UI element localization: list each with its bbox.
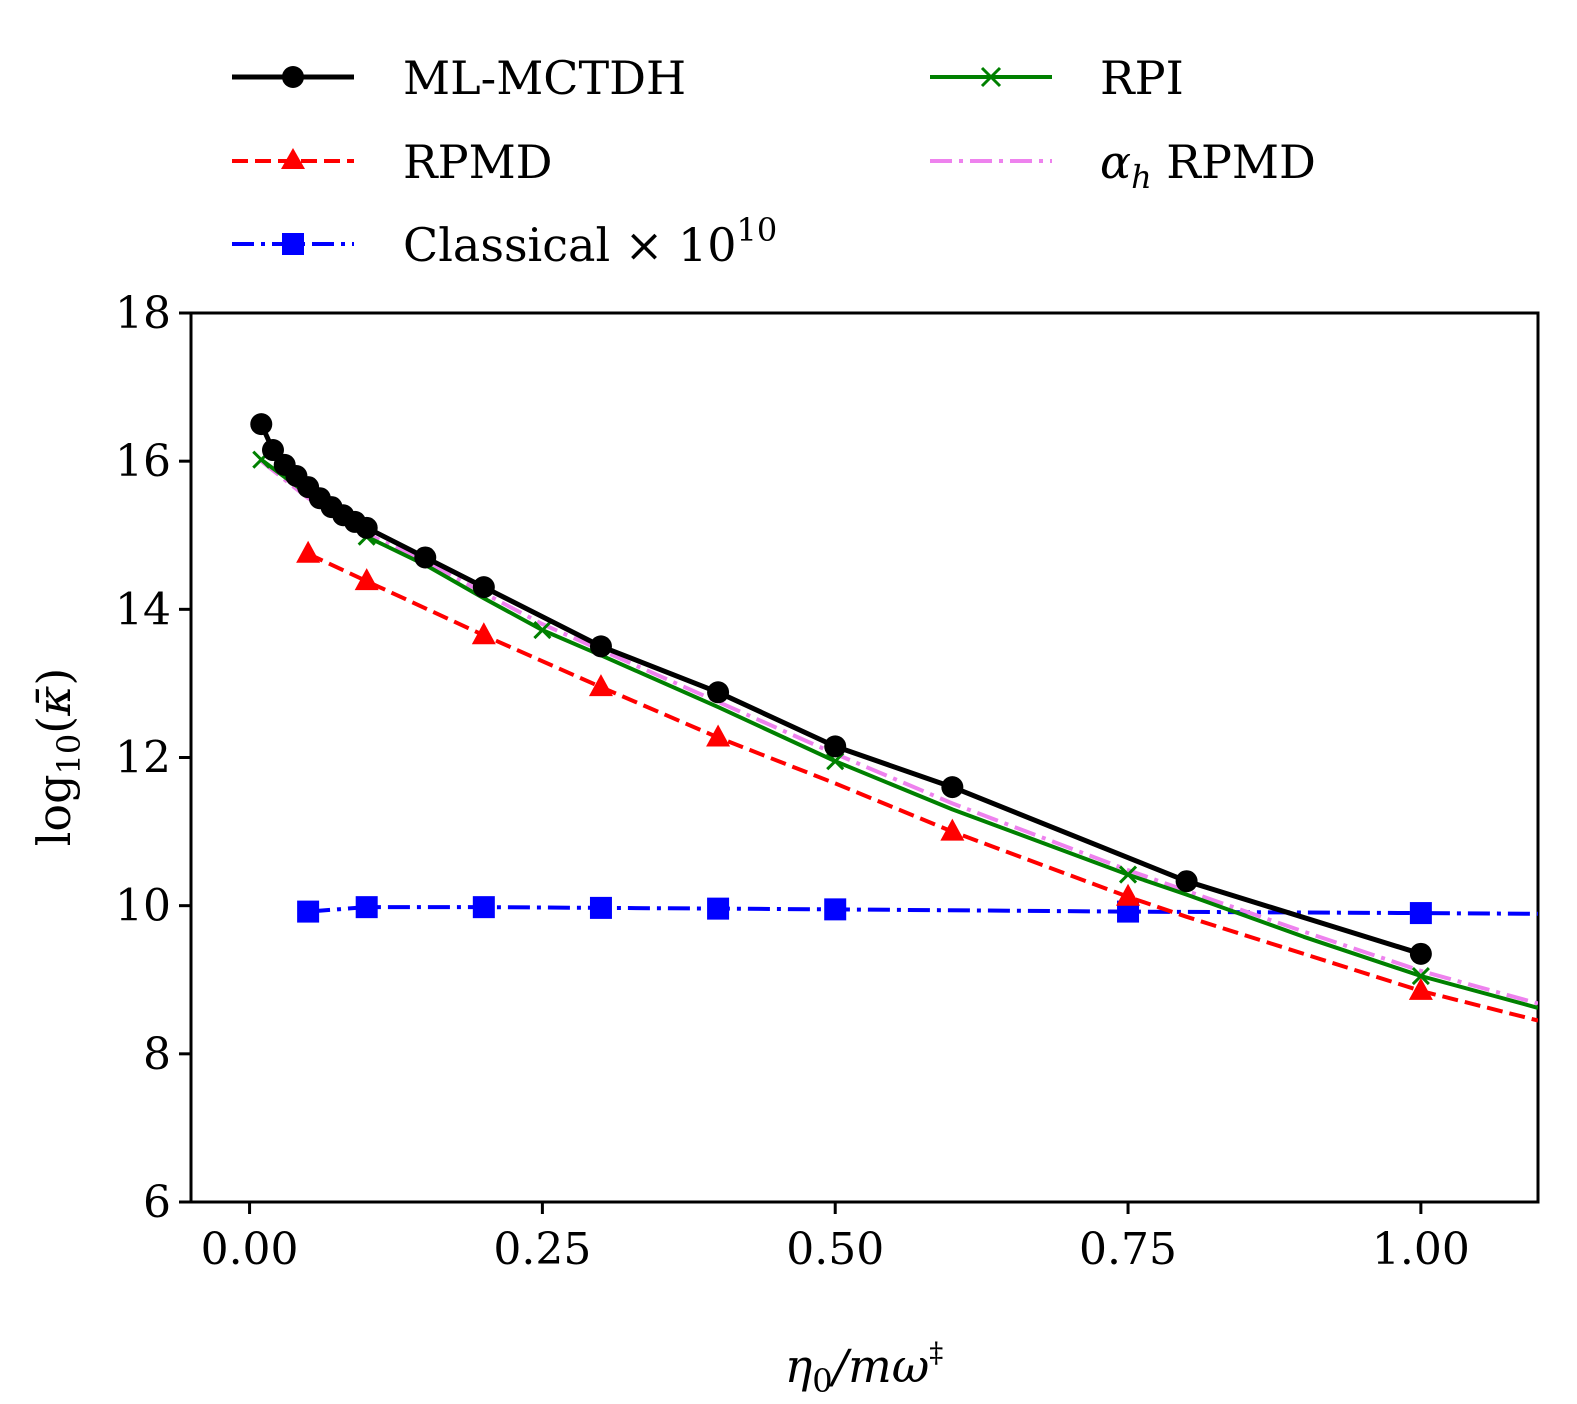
data-point-mlmctdh: [261, 439, 284, 462]
y-axis-label-kappa: κ̄: [27, 686, 81, 717]
y-tick-label: 6: [143, 1177, 171, 1228]
data-point-mlmctdh: [941, 776, 964, 799]
data-point-classical: [472, 896, 495, 919]
data-point-rpmd: [1408, 977, 1433, 1000]
legend-marker-square: [282, 233, 304, 255]
legend-entry-ml-mctdh: ML-MCTDH: [232, 51, 686, 105]
data-point-mlmctdh: [707, 681, 730, 704]
data-point-rpi: [533, 621, 552, 640]
data-point-classical: [1409, 902, 1432, 925]
data-point-mlmctdh: [1175, 870, 1198, 893]
y-axis-label-open: (: [27, 716, 81, 734]
data-point-mlmctdh: [250, 413, 273, 436]
legend-label-alpha-h-rpmd: αh RPMD: [1100, 135, 1316, 196]
legend: ML-MCTDH RPMD Classical × 1010 RPI αh RP…: [232, 51, 1316, 272]
series-line-rpi: [260, 458, 1538, 1010]
y-axis-label: log10(κ̄): [27, 668, 88, 847]
data-point-classical: [707, 897, 730, 920]
data-point-classical: [824, 898, 847, 921]
data-point-rpmd: [940, 818, 965, 841]
data-point-rpmd: [471, 622, 496, 645]
x-axis-label-subscript: 0: [812, 1362, 832, 1400]
legend-entry-rpmd: RPMD: [232, 135, 553, 189]
legend-entry-classical: Classical × 1010: [232, 211, 777, 272]
x-tick-label: 0.50: [786, 1224, 884, 1275]
x-tick-label: 0.00: [201, 1224, 299, 1275]
data-point-mlmctdh: [414, 546, 437, 569]
data-point-rpmd: [588, 674, 613, 697]
x-axis-label: η0/mω‡: [785, 1336, 944, 1400]
y-axis-label-subscript: 10: [50, 734, 88, 775]
legend-entry-rpi: RPI: [930, 51, 1184, 105]
series-line-rpmd: [307, 551, 1538, 1023]
y-axis-label-log: log: [27, 774, 81, 846]
data-point-classical: [1117, 900, 1140, 923]
legend-label-ml-mctdh: ML-MCTDH: [403, 51, 686, 105]
legend-label-alpha-subscript: h: [1131, 158, 1152, 196]
legend-marker-circle: [282, 66, 304, 88]
x-tick-label: 0.25: [493, 1224, 591, 1275]
y-axis-ticks: 6 8 10 12 14 16 18: [115, 288, 191, 1228]
y-tick-label: 10: [115, 881, 171, 932]
y-tick-label: 8: [143, 1029, 171, 1080]
legend-marker-triangle: [281, 148, 305, 169]
data-point-classical: [589, 896, 612, 919]
legend-label-rpi: RPI: [1100, 51, 1184, 105]
y-tick-label: 12: [115, 733, 171, 784]
data-point-mlmctdh: [1409, 942, 1432, 965]
data-point-mlmctdh: [589, 635, 612, 658]
data-point-rpmd: [1116, 883, 1141, 906]
legend-label-rpmd: RPMD: [403, 135, 553, 189]
legend-label-classical-exponent: 10: [736, 211, 777, 249]
x-axis-label-rest: /mω: [829, 1339, 930, 1393]
data-point-mlmctdh: [824, 735, 847, 758]
x-tick-label: 1.00: [1372, 1224, 1470, 1275]
data-point-mlmctdh: [355, 516, 378, 539]
x-axis-label-eta: η: [785, 1339, 813, 1393]
data-point-classical: [297, 900, 320, 923]
y-tick-label: 18: [115, 288, 171, 339]
legend-marker-x: [980, 66, 1002, 88]
data-point-rpi: [1118, 865, 1138, 884]
series-line-mlmctdh: [259, 423, 1422, 957]
series-layer: [250, 413, 1538, 1023]
data-point-rpmd: [296, 540, 321, 563]
legend-label-alpha: α: [1100, 135, 1131, 189]
legend-label-classical: Classical × 1010: [403, 211, 777, 272]
data-point-mlmctdh: [472, 576, 495, 599]
data-point-rpmd: [354, 568, 379, 591]
legend-label-alpha-rest: RPMD: [1152, 135, 1316, 189]
x-axis-label-superscript: ‡: [929, 1336, 943, 1369]
y-axis-label-close: ): [27, 668, 81, 686]
data-point-rpmd: [706, 724, 731, 747]
y-tick-label: 14: [115, 584, 171, 635]
y-tick-label: 16: [115, 436, 171, 487]
x-tick-label: 0.75: [1079, 1224, 1177, 1275]
legend-label-classical-main: Classical × 10: [403, 218, 736, 272]
data-point-classical: [355, 896, 378, 919]
x-axis-ticks: 0.00 0.25 0.50 0.75 1.00: [201, 1202, 1470, 1275]
legend-entry-alpha-h-rpmd: αh RPMD: [930, 135, 1316, 196]
data-point-rpi: [1411, 966, 1430, 986]
series-line-alphah: [260, 459, 1538, 1006]
